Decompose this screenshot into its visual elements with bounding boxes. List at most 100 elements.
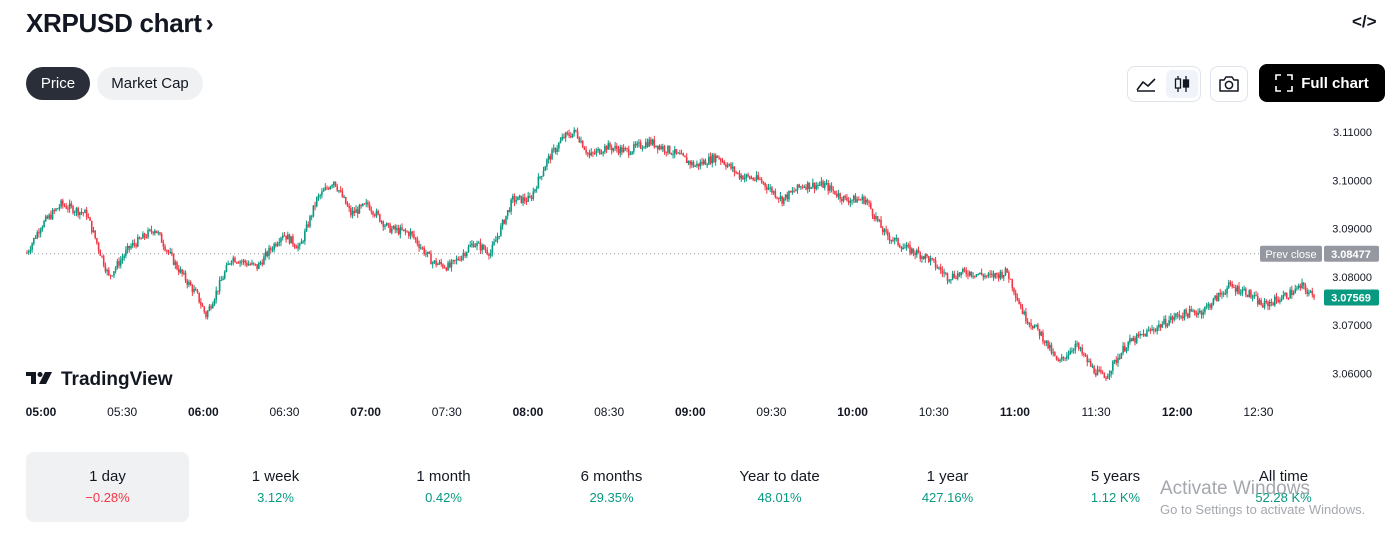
candle-body [714, 155, 717, 162]
candle-body [454, 260, 456, 262]
y-axis: 3.11000 3.10000 3.09000 3.08000 3.07000 3.060… [1332, 127, 1372, 380]
period-tab[interactable]: 1 week 3.12% [194, 452, 357, 522]
candle-body [593, 152, 596, 154]
candle-body [203, 306, 206, 312]
candle-body [544, 166, 547, 171]
period-tab[interactable]: Year to date 48.01% [698, 452, 861, 522]
candle-body [240, 261, 243, 263]
candle-body [699, 161, 702, 167]
x-tick-label: 10:00 [837, 405, 868, 419]
candles-chart-style-button[interactable] [1166, 70, 1198, 98]
candle-body [312, 205, 315, 217]
x-tick-label: 06:00 [188, 405, 219, 419]
candle-body [708, 156, 710, 165]
candle-body [165, 250, 168, 252]
candle-body [970, 271, 973, 276]
candle-body [1038, 329, 1041, 336]
snapshot-button[interactable] [1210, 66, 1248, 102]
candle-body [31, 243, 33, 250]
candle-body [210, 306, 212, 309]
candle-body [1031, 326, 1034, 329]
candle-body [425, 253, 427, 255]
candle-body [167, 250, 170, 253]
candle-body [996, 273, 998, 275]
candle-body [1072, 349, 1075, 351]
candle-body [171, 251, 173, 255]
y-tick-label: 3.08000 [1332, 272, 1372, 284]
candle-body [1187, 313, 1189, 318]
tab-price[interactable]: Price [26, 67, 90, 100]
candle-body [1287, 298, 1290, 300]
candle-body [266, 251, 269, 256]
candle-body [472, 243, 475, 248]
full-chart-button[interactable]: Full chart [1259, 64, 1385, 102]
candle-body [159, 232, 161, 234]
candle-body [251, 262, 253, 265]
tab-market-cap[interactable]: Market Cap [97, 67, 203, 100]
candle-body [1198, 310, 1201, 313]
candle-body [44, 216, 47, 221]
candle-body [329, 186, 332, 190]
candle-body [1117, 357, 1119, 363]
candle-body [520, 195, 523, 204]
candle-body [85, 209, 88, 218]
candle-body [922, 256, 925, 259]
candle-body [373, 214, 376, 216]
candle-body [1197, 312, 1199, 315]
candle-body [1100, 369, 1102, 373]
price-chart[interactable]: 3.11000 3.10000 3.09000 3.08000 3.07000 3.060… [0, 118, 1400, 430]
candle-body [150, 229, 153, 232]
candle-body [121, 257, 124, 260]
candle-body [1241, 289, 1244, 294]
candle-body [716, 155, 719, 158]
candle-body [665, 151, 668, 153]
candle-body [327, 188, 330, 190]
candle-body [1256, 295, 1259, 305]
candle-body [1214, 295, 1216, 299]
embed-code-icon[interactable]: </> [1352, 12, 1377, 31]
candle-body [457, 258, 460, 260]
candle-body [576, 131, 579, 138]
candle-body [691, 161, 693, 165]
candle-body [931, 258, 933, 260]
candle-body [766, 186, 768, 190]
candle-body [1066, 355, 1068, 359]
x-tick-label: 09:30 [756, 405, 786, 419]
candle-body [326, 187, 328, 189]
candle-body [651, 139, 654, 145]
chart-title-link[interactable]: XRPUSD chart › [26, 8, 214, 39]
candle-body [355, 209, 357, 214]
period-tab[interactable]: 1 month 0.42% [362, 452, 525, 522]
period-tab[interactable]: All time 52.28 K% [1202, 452, 1365, 522]
candle-body [1123, 345, 1126, 352]
candle-body [897, 237, 899, 246]
line-chart-style-button[interactable] [1128, 67, 1164, 101]
candle-body [1251, 297, 1254, 299]
candle-body [188, 281, 190, 285]
candle-body [808, 182, 811, 189]
candle-body [406, 231, 408, 233]
candle-body [26, 252, 28, 254]
period-tab[interactable]: 6 months 29.35% [530, 452, 693, 522]
candle-body [798, 184, 800, 188]
candle-body [339, 190, 342, 192]
candle-body [796, 184, 799, 191]
candle-body [575, 129, 577, 132]
candle-body [926, 254, 928, 257]
candle-body [189, 281, 192, 286]
candle-body [494, 240, 497, 242]
candle-body [731, 166, 734, 169]
candle-body [1067, 354, 1070, 356]
candle-body [1088, 361, 1090, 363]
candle-body [653, 139, 656, 147]
candle-body [215, 290, 218, 300]
candle-body [491, 244, 494, 253]
candle-body [1246, 294, 1249, 297]
candle-body [90, 220, 93, 233]
period-tab[interactable]: 1 year 427.16% [866, 452, 1029, 522]
candle-body [1253, 295, 1256, 298]
candle-body [609, 143, 611, 148]
period-tab[interactable]: 5 years 1.12 K% [1034, 452, 1197, 522]
candle-body [663, 146, 666, 152]
period-tab[interactable]: 1 day −0.28% [26, 452, 189, 522]
